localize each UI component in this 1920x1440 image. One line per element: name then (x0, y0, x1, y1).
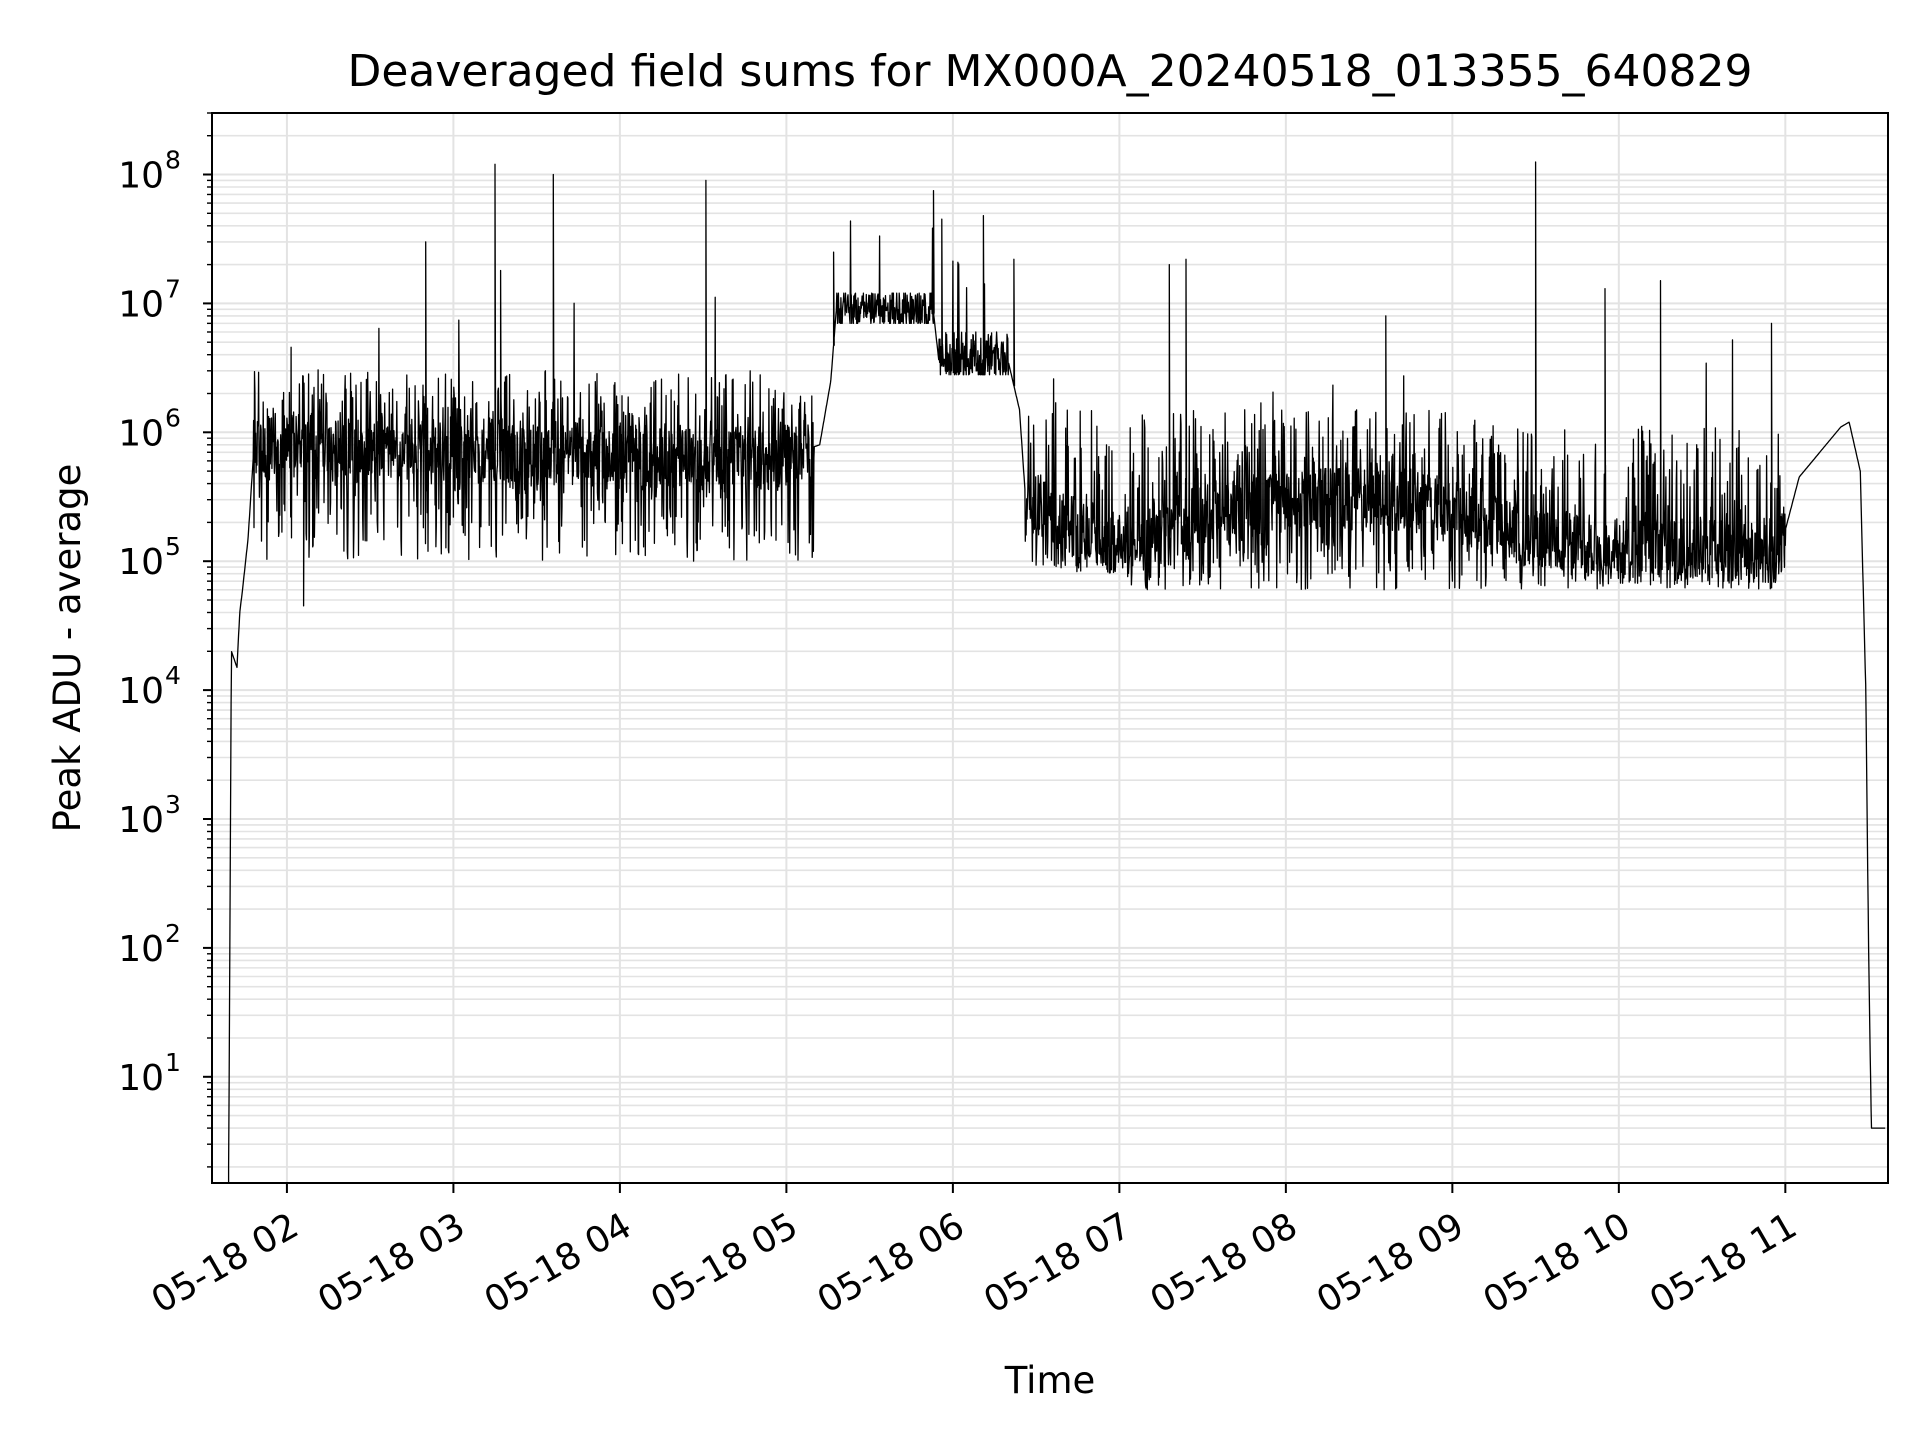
y-tick-label: 10 (118, 929, 164, 970)
x-axis-label: Time (1004, 1359, 1096, 1402)
y-tick-label: 10 (118, 800, 164, 841)
grid (212, 112, 1888, 1183)
y-tick-exponent: 4 (165, 661, 181, 690)
y-tick-label: 10 (118, 1058, 164, 1099)
y-tick-label: 10 (118, 413, 164, 454)
y-tick-exponent: 8 (165, 146, 181, 175)
y-tick-label: 10 (118, 284, 164, 325)
plot-frame (211, 112, 1889, 1184)
y-tick-label: 10 (118, 156, 164, 197)
y-axis-label: Peak ADU - average (46, 464, 89, 833)
y-tick-exponent: 2 (165, 919, 181, 948)
y-tick-exponent: 5 (165, 532, 181, 561)
chart-title: Deaveraged field sums for MX000A_2024051… (347, 46, 1752, 97)
y-tick-exponent: 1 (165, 1048, 181, 1077)
series-line (227, 161, 1886, 1183)
y-tick-exponent: 7 (165, 274, 181, 303)
series-group (227, 161, 1886, 1183)
y-tick-exponent: 3 (165, 790, 181, 819)
y-tick-label: 10 (118, 542, 164, 583)
y-tick-exponent: 6 (165, 403, 181, 432)
y-tick-label: 10 (118, 671, 164, 712)
